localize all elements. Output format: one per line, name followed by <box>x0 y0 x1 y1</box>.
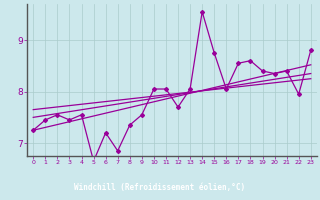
Text: Windchill (Refroidissement éolien,°C): Windchill (Refroidissement éolien,°C) <box>75 183 245 192</box>
